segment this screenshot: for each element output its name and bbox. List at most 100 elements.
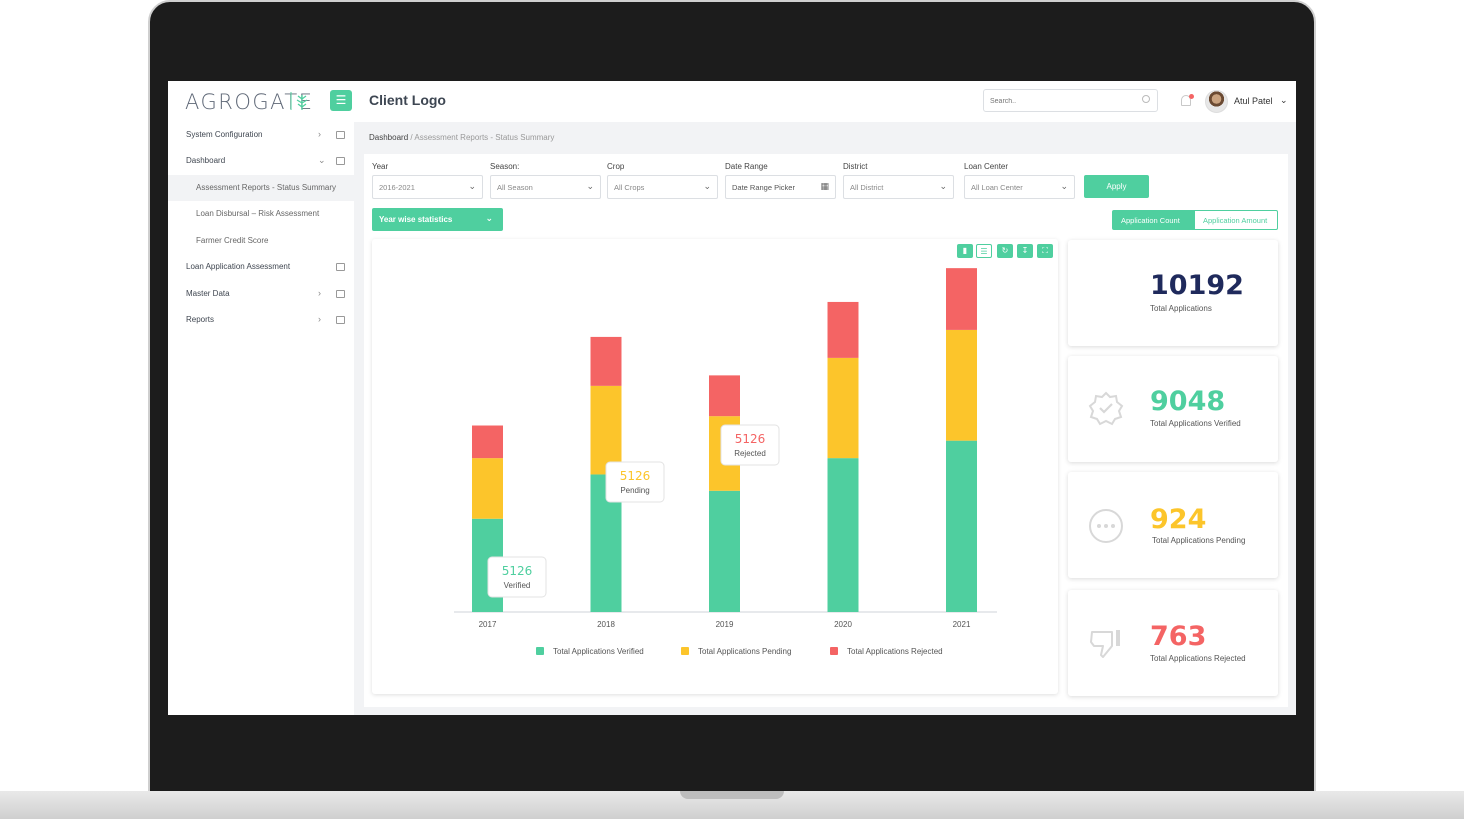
crop-select[interactable]: All Crops ⌄	[607, 175, 718, 199]
search-icon[interactable]	[1142, 95, 1150, 103]
legend-label: Total Applications Pending	[698, 647, 791, 656]
season-select[interactable]: All Season ⌄	[490, 175, 601, 199]
avatar[interactable]	[1205, 90, 1228, 113]
crop-label: Crop	[607, 162, 625, 171]
bell-icon[interactable]	[1181, 95, 1191, 106]
user-name[interactable]: Atul Patel	[1234, 96, 1273, 106]
x-tick-label: 2017	[479, 620, 497, 629]
legend-swatch	[830, 647, 838, 655]
hamburger-icon: ☰	[335, 93, 347, 107]
district-select[interactable]: All District ⌄	[843, 175, 954, 199]
sidebar-item-label: Dashboard	[186, 156, 226, 165]
tooltip-box	[720, 424, 780, 466]
bar-segment-total-applications-pending-2020[interactable]	[827, 357, 859, 459]
bar-segment-total-applications-pending-2017[interactable]	[472, 458, 503, 519]
year-wise-statistics-select[interactable]: Year wise statistics ⌄	[372, 208, 503, 231]
chevron-down-icon: ⌄	[485, 213, 493, 223]
sidebar-item-label: Reports	[186, 315, 215, 324]
bar-segment-total-applications-verified-2020[interactable]	[827, 458, 859, 612]
leaf-logo-icon	[290, 92, 308, 110]
table-icon	[336, 316, 345, 324]
stacked-bar-chart: 2017 2018 2019 2020 2021 Total Applications V…	[454, 268, 997, 656]
bar-segment-total-applications-rejected-2018[interactable]	[590, 336, 622, 386]
pending-dots-icon	[1089, 509, 1123, 543]
breadcrumb-current: Assessment Reports - Status Summary	[414, 133, 555, 142]
sidebar-item-label: Assessment Reports - Status Summary	[196, 183, 337, 192]
sidebar-item-assessment-reports[interactable]: Assessment Reports - Status Summary	[168, 175, 354, 201]
bar-segment-total-applications-rejected-2017[interactable]	[472, 425, 503, 459]
stat-card-total: 10192 Total Applications	[1068, 240, 1278, 346]
stat-caption: Total Applications Verified	[1150, 419, 1241, 428]
sidebar-item-loan-application-assessment[interactable]: Loan Application Assessment	[168, 254, 354, 280]
chevron-right-icon: ›	[318, 129, 321, 139]
sidebar-item-label: Loan Disbursal – Risk Assessment	[196, 209, 320, 218]
bar-segment-total-applications-pending-2021[interactable]	[946, 329, 977, 441]
sidebar-item-label: System Configuration	[186, 130, 263, 139]
sidebar-item-label: Master Data	[186, 289, 230, 298]
legend-swatch	[681, 647, 689, 655]
apply-button[interactable]: Apply	[1084, 175, 1149, 198]
x-tick-label: 2019	[716, 620, 734, 629]
chevron-down-icon: ⌄	[586, 181, 594, 191]
laptop-base	[0, 791, 1464, 819]
tooltip-value: 5126	[620, 469, 651, 483]
stat-value: 9048	[1150, 386, 1226, 417]
stat-value: 10192	[1150, 270, 1244, 301]
data-view-icon[interactable]: ☰	[976, 244, 992, 258]
chevron-down-icon: ⌄	[939, 181, 947, 191]
app-screen: AGROGATE ☰ Client Logo Atul Patel ⌄ Syst…	[168, 81, 1296, 715]
x-tick-label: 2021	[953, 620, 971, 629]
chart-card: ▮ ☰ ↻ ↧ ⛶ 2017 2018 2019 2020 2021 Total Appl…	[372, 239, 1058, 694]
building-icon	[336, 131, 345, 139]
bar-segment-total-applications-rejected-2019[interactable]	[709, 375, 740, 417]
loan-center-value: All Loan Center	[971, 183, 1023, 192]
chevron-down-icon: ⌄	[1060, 181, 1068, 191]
sidebar-item-dashboard[interactable]: Dashboard ⌄	[168, 148, 354, 174]
sidebar-item-master-data[interactable]: Master Data ›	[168, 281, 354, 307]
loan-center-select[interactable]: All Loan Center ⌄	[964, 175, 1075, 199]
thumbs-down-icon	[1090, 630, 1120, 658]
x-tick-label: 2018	[597, 620, 615, 629]
year-label: Year	[372, 162, 389, 171]
bar-chart-icon[interactable]: ▮	[957, 244, 973, 258]
sidebar: System Configuration › Dashboard ⌄ Asses…	[168, 122, 354, 715]
hamburger-menu-button[interactable]: ☰	[330, 90, 352, 111]
district-value: All District	[850, 183, 884, 192]
breadcrumb-separator: /	[408, 133, 415, 142]
fullscreen-icon[interactable]: ⛶	[1037, 244, 1053, 258]
bar-segment-total-applications-pending-2018[interactable]	[590, 385, 622, 475]
bar-segment-total-applications-verified-2019[interactable]	[709, 490, 740, 612]
download-icon[interactable]: ↧	[1017, 244, 1033, 258]
laptop-notch	[680, 791, 784, 799]
stat-card-rejected: 763 Total Applications Rejected	[1068, 590, 1278, 696]
calendar-icon: ▦	[820, 181, 829, 191]
season-value: All Season	[497, 183, 533, 192]
refresh-icon[interactable]: ↻	[997, 244, 1013, 258]
notification-dot	[1189, 94, 1194, 99]
stat-card-pending: 924 Total Applications Pending	[1068, 472, 1278, 578]
chevron-down-icon[interactable]: ⌄	[1280, 95, 1288, 105]
year-select[interactable]: 2016-2021 ⌄	[372, 175, 483, 199]
tooltip-value: 5126	[502, 564, 533, 578]
bar-segment-total-applications-rejected-2020[interactable]	[827, 301, 859, 358]
sidebar-item-farmer-credit-score[interactable]: Farmer Credit Score	[168, 228, 354, 254]
sidebar-item-reports[interactable]: Reports ›	[168, 307, 354, 333]
breadcrumb-root[interactable]: Dashboard	[369, 133, 409, 142]
stat-caption: Total Applications Rejected	[1150, 654, 1246, 663]
chevron-down-icon: ⌄	[318, 155, 326, 165]
date-range-picker[interactable]: Date Range Picker ▦	[725, 175, 836, 199]
chevron-right-icon: ›	[318, 314, 321, 324]
sidebar-item-loan-disbursal[interactable]: Loan Disbursal – Risk Assessment	[168, 201, 354, 227]
season-label: Season:	[490, 162, 520, 171]
application-amount-toggle[interactable]: Application Amount	[1203, 216, 1268, 225]
bar-segment-total-applications-rejected-2021[interactable]	[946, 268, 977, 330]
stat-value: 763	[1150, 621, 1207, 652]
search-input[interactable]	[984, 91, 1124, 112]
verified-badge-icon	[1088, 391, 1124, 426]
application-count-toggle[interactable]: Application Count	[1113, 211, 1195, 229]
loan-center-label: Loan Center	[964, 162, 1009, 171]
sidebar-item-system-configuration[interactable]: System Configuration ›	[168, 122, 354, 148]
bar-segment-total-applications-verified-2021[interactable]	[946, 440, 977, 612]
tooltip-box	[487, 556, 547, 598]
grid-icon	[336, 157, 345, 165]
